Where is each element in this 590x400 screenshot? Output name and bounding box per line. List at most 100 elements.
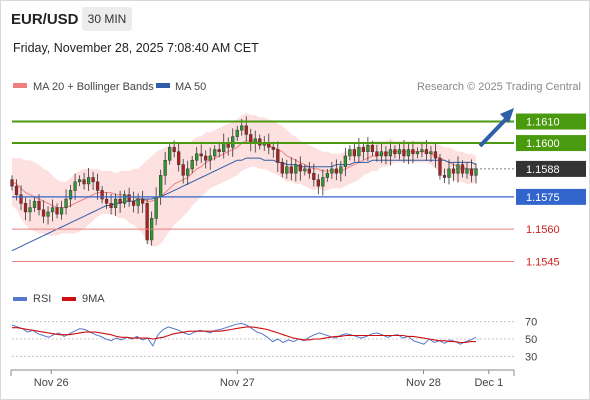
candle-body [330, 168, 334, 174]
candle [438, 153, 442, 180]
candle-body [109, 203, 113, 208]
candle-body [163, 160, 167, 176]
candle-body [113, 198, 118, 208]
rsi-ma-line [12, 326, 476, 344]
candle-body [447, 168, 451, 178]
candle [348, 145, 352, 161]
time-axis-label: Dec 1 [474, 377, 503, 389]
candle-body [37, 200, 41, 211]
candle [50, 199, 55, 222]
candle-body [122, 194, 127, 204]
candle [235, 125, 239, 141]
candle-body [217, 149, 221, 152]
level-support: 1.1545 [12, 256, 560, 268]
candle-body [276, 149, 280, 163]
candle-body [393, 149, 397, 155]
candle [352, 142, 357, 162]
candle [82, 172, 86, 190]
candle [330, 162, 334, 179]
candle [55, 203, 59, 219]
candle-body [159, 175, 163, 198]
candle [104, 192, 109, 209]
candle [68, 184, 73, 208]
candle [59, 200, 64, 220]
candle [442, 168, 447, 184]
candle-body [325, 172, 329, 178]
candle-body [50, 207, 55, 213]
candle-body [154, 196, 158, 219]
candle-body [303, 168, 307, 172]
candle [384, 146, 388, 165]
candle-body [438, 157, 442, 176]
candle-body [181, 164, 185, 176]
candle-body [298, 164, 302, 172]
candle [294, 158, 298, 182]
candle [77, 175, 82, 187]
candle-body [348, 149, 352, 157]
timestamp: Friday, November 28, 2025 7:08:40 AM CET [13, 41, 259, 55]
candle [32, 196, 37, 212]
candle [289, 157, 293, 181]
candle [199, 144, 203, 163]
price-pane [10, 112, 478, 252]
level-label: 1.1610 [526, 117, 560, 129]
candle [411, 141, 415, 164]
candle-body [59, 207, 64, 215]
candle [433, 143, 438, 168]
last-price-label: 1.1588 [526, 164, 560, 176]
candle-body [244, 125, 248, 135]
candle-body [14, 185, 19, 195]
candle-body [131, 200, 136, 206]
candle [213, 145, 217, 161]
candle [388, 141, 393, 166]
price-levels: 1.1610 1.1600 1.1588 1.1575 1.1560 1.1545 [12, 113, 586, 268]
level-resistance: 1.1600 [12, 135, 586, 152]
candle-body [204, 155, 208, 161]
candle [285, 159, 289, 179]
candle-body [312, 172, 316, 180]
candle-body [379, 151, 384, 157]
candle-body [28, 207, 32, 213]
candle [64, 189, 68, 215]
candle [379, 142, 384, 163]
candle-body [357, 147, 361, 157]
candle [303, 164, 307, 176]
level-label: 1.1545 [526, 256, 560, 268]
bollinger-band [12, 112, 476, 247]
candle [190, 155, 194, 174]
candle [397, 142, 402, 160]
candle [141, 190, 145, 213]
candle-body [127, 194, 131, 202]
candle-body [186, 168, 190, 176]
level-pivot: 1.1575 [12, 188, 586, 205]
candle-body [235, 129, 239, 137]
candle [37, 194, 41, 216]
candle [208, 147, 212, 170]
candle-body [469, 168, 474, 176]
rsi-tick-label: 30 [525, 351, 537, 363]
candle [186, 160, 190, 185]
candle-body [474, 168, 478, 176]
time-axis-label: Nov 28 [406, 377, 441, 389]
candle [181, 158, 185, 184]
candle-body [397, 149, 402, 155]
candle-body [195, 153, 199, 161]
candle-body [316, 179, 320, 187]
candle [100, 186, 104, 204]
candle [23, 197, 28, 221]
candle [28, 199, 32, 222]
ma20-legend-swatch [13, 83, 27, 88]
ma20-legend-label: MA 20 + Bollinger Bands [33, 81, 154, 93]
timeframe-badge[interactable]: 30 MIN [82, 7, 132, 31]
candle [429, 146, 433, 163]
candle [393, 145, 397, 159]
candle [312, 163, 316, 187]
candle-body [199, 153, 203, 157]
candle-body [172, 147, 176, 152]
level-label: 1.1575 [526, 192, 560, 204]
candle-body [307, 168, 311, 174]
level-resistance: 1.1610 [12, 113, 586, 130]
level-label: 1.1560 [526, 224, 560, 236]
candle-body [465, 168, 469, 174]
candle-body [190, 160, 194, 170]
